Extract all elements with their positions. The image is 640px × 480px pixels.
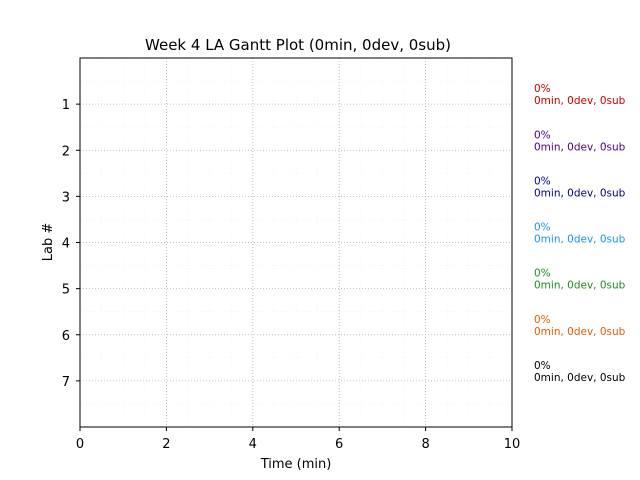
lab-2-summary: 0min, 0dev, 0sub — [534, 141, 626, 153]
x-tick-label: 4 — [249, 437, 257, 452]
x-tick-label: 10 — [504, 437, 521, 452]
lab-3-percent: 0% — [534, 175, 551, 187]
lab-4-summary: 0min, 0dev, 0sub — [534, 234, 626, 246]
y-tick-label: 2 — [62, 144, 70, 159]
y-tick-label: 1 — [62, 98, 70, 113]
chart-title: Week 4 LA Gantt Plot (0min, 0dev, 0sub) — [145, 36, 451, 54]
x-tick-label: 0 — [76, 437, 84, 452]
y-tick-label: 4 — [62, 237, 70, 252]
lab-4-percent: 0% — [534, 222, 551, 234]
y-tick-label: 6 — [62, 329, 70, 344]
lab-1-percent: 0% — [534, 83, 551, 95]
lab-5-summary: 0min, 0dev, 0sub — [534, 280, 626, 292]
lab-7-summary: 0min, 0dev, 0sub — [534, 372, 626, 384]
x-axis-ticks: 0 2 4 6 8 10 — [76, 427, 520, 452]
lab-1-summary: 0min, 0dev, 0sub — [534, 95, 626, 107]
x-tick-label: 8 — [421, 437, 429, 452]
lab-7-percent: 0% — [534, 360, 551, 372]
y-tick-label: 5 — [62, 283, 70, 298]
lab-6-percent: 0% — [534, 314, 551, 326]
lab-6-summary: 0min, 0dev, 0sub — [534, 326, 626, 338]
x-axis-label: Time (min) — [260, 457, 332, 472]
y-axis-ticks: 1 2 3 4 5 6 7 — [62, 98, 80, 390]
y-tick-label: 3 — [62, 190, 70, 205]
y-tick-label: 7 — [62, 375, 70, 390]
minor-grid — [80, 58, 512, 427]
x-tick-label: 2 — [162, 437, 170, 452]
lab-2-percent: 0% — [534, 129, 551, 141]
y-axis-label: Lab # — [41, 223, 56, 262]
x-tick-label: 6 — [335, 437, 343, 452]
major-grid — [80, 58, 512, 427]
lab-3-summary: 0min, 0dev, 0sub — [534, 187, 626, 199]
lab-5-percent: 0% — [534, 268, 551, 280]
